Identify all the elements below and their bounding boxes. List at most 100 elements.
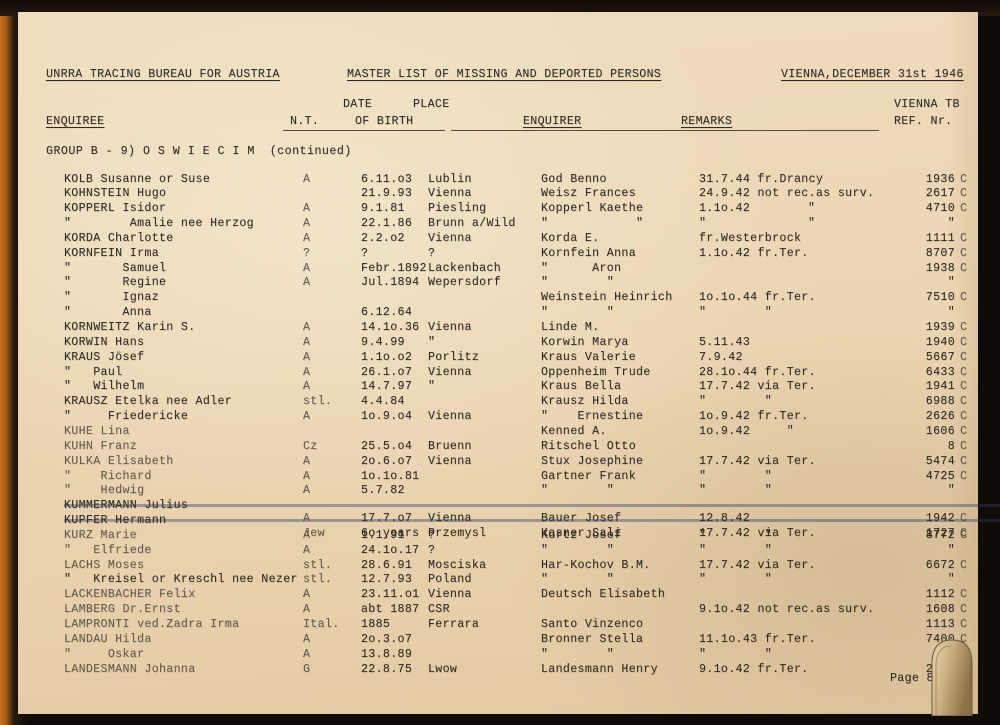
entry-reference-number: 8772 [925,528,955,542]
entry-reference-number: " [947,484,955,498]
entry-enquirer: Har-Kochov B.M. [541,558,651,572]
entry-date-of-birth: 2.2.o2 [361,231,405,245]
entry-enquirer: Kraus Valerie [541,350,636,364]
entry-enquirer: God Benno [541,172,607,186]
entry-date-of-birth: 22.1.86 [361,217,413,231]
table-row: LACKENBACHER Felix A 23.11.o1 Vienna Deutsch… [18,588,978,605]
entry-remarks: " " [699,647,773,661]
entry-reference-suffix: C [960,454,968,468]
entry-enquirer: Kornfein Anna [541,246,636,260]
entry-reference-number: 8707 [925,246,955,260]
entry-name: KULKA Elisabeth [64,454,174,468]
table-row: " Wilhelm A 14.7.97 " Kraus Bella 17.7.42 via… [18,380,978,397]
entry-reference-number: 6672 [925,558,955,572]
entry-nationality: A [303,543,311,557]
entry-name: KRAUS Jösef [64,350,145,364]
entry-name: " Friedericke [64,410,189,424]
entry-place-of-birth: Vienna [428,321,472,334]
entries-table: KOLB Susanne or Suse A 6.11.o3 Lublin God Be… [18,12,1000,714]
table-row: " Elfriede A 24.1o.17? " " " " " [18,544,978,561]
entry-date-of-birth: Jul.1894 [361,276,420,290]
group-section-label: GROUP B - 9) O S W I E C I M (continued) [46,145,352,158]
entry-place-of-birth: Brunn a/Wild [428,217,516,231]
entry-name: " Kreisel or Kreschl nee Nezer [64,573,298,587]
table-row: " Friedericke A 1o.9.o4 Vienna " Ernestine 1o… [18,410,978,427]
entry-enquirer: " " [541,543,615,557]
table-row: KRAUSZ Etelka nee Adler stl. 4.4.84 Krausz … [18,395,978,412]
entry-name: LACKENBACHER Felix [64,588,196,602]
entry-name: " Ignaz [64,291,159,305]
entry-date-of-birth: 28.6.91 [361,558,413,572]
table-row: KOLB Susanne or Suse A 6.11.o3 Lublin God Be… [18,173,978,190]
entry-reference-number: " [947,276,955,290]
entry-date-of-birth: 6.11.o3 [361,172,413,186]
entry-reference-suffix: C [960,365,968,379]
entry-nationality: A [303,647,311,661]
entry-date-of-birth: 9.4.99 [361,335,405,349]
entry-enquirer: Landesmann Henry [541,662,658,676]
entry-reference-suffix: C [960,202,968,216]
entry-reference-number: 4725 [925,469,955,483]
entry-remarks: " " [699,306,773,320]
entry-nationality: stl. [303,558,333,572]
entry-remarks: 1o.1o.44 fr.Ter. [699,291,816,305]
entry-remarks: 5.11.43 [699,335,751,349]
entry-nationality: A [303,512,310,525]
entry-nationality: Jew [303,527,325,541]
entry-date-of-birth: 17.7.o7 [361,512,412,525]
entry-nationality: A [303,588,311,602]
entry-place-of-birth: ? [428,543,436,557]
table-row: KOPPERL Isidor A 9.1.81 Piesling Kopperl Kae… [18,202,978,219]
entry-enquirer: Linde M. [541,321,600,334]
entry-reference-number: 6433 [925,365,955,379]
entry-remarks-ditto: " [808,217,816,231]
entry-name: KUMMERMANN Julius [64,499,1000,513]
entry-date-of-birth: 25.5.o4 [361,439,413,453]
entry-date-of-birth: 5.7.82 [361,484,405,498]
entry-nationality: A [303,261,311,275]
entry-date-of-birth: 2o.6.o7 [361,454,413,468]
entry-place-of-birth: Vienna [428,365,472,379]
entry-enquirer: " " [541,484,615,498]
entry-place-of-birth: Vienna [428,512,472,525]
entry-nationality: A [303,276,311,290]
entry-name: LAMPRONTI ved.Zadra Irma [64,618,240,631]
table-row: KUHN Franz Cz 25.5.o4 Bruenn Ritschel Otto 8 C [18,440,978,457]
entry-name: KRAUSZ Etelka nee Adler [64,395,233,409]
entry-enquirer: Kasner Sali [541,527,622,541]
entry-nationality: G [303,662,311,676]
entry-place-of-birth: Lwow [428,662,458,676]
entry-enquirer: Kopperl Kaethe [541,202,644,216]
column-header-place: PLACE [413,98,450,111]
entry-remarks: 17.7.42 via Ter. [699,380,816,394]
entry-name: LANDAU Hilda [64,632,152,646]
entry-nationality: A [303,231,311,245]
header-right-place-date: VIENNA,DECEMBER 31st 1946 [781,68,964,81]
entry-reference-suffix: C [960,261,968,275]
entry-reference-number: 1942 [915,512,955,525]
entry-reference-number: 1940 [925,335,955,349]
entry-nationality: stl. [303,395,333,409]
column-header-ref-nr: REF. Nr. [894,115,953,128]
entry-name: " Wilhelm [64,380,145,394]
entry-reference-suffix: C [960,335,968,349]
entry-nationality: A [303,380,311,394]
entry-enquirer: Korda E. [541,231,600,245]
table-row: KUHE Lina Kenned A. 1o.9.42 " 1606 C [18,425,978,442]
entry-place-of-birth: Porlitz [428,350,480,364]
entry-name: " Amalie nee Herzog [64,217,254,231]
entry-nationality: A [303,335,311,349]
entry-nationality: A [303,365,311,379]
entry-nationality: Cz [303,439,318,453]
entry-place-of-birth: Poland [428,573,472,587]
entry-remarks: 17.7.42 via Ter. [699,454,816,468]
entry-remarks: 24.9.42 not rec.as surv. [699,187,875,201]
entry-reference-number: 5474 [925,454,955,468]
entry-enquirer: Bronner Stella [541,632,644,646]
header-rule-nt-date [283,130,445,132]
column-header-of-birth: OF BIRTH [355,115,414,128]
entry-reference-suffix: C [960,231,968,245]
entry-name: " Paul [64,365,123,379]
table-row: LACHS Moses stl. 28.6.91 Mosciska Har-Kochov… [18,559,978,576]
entry-nationality: A [303,202,311,216]
